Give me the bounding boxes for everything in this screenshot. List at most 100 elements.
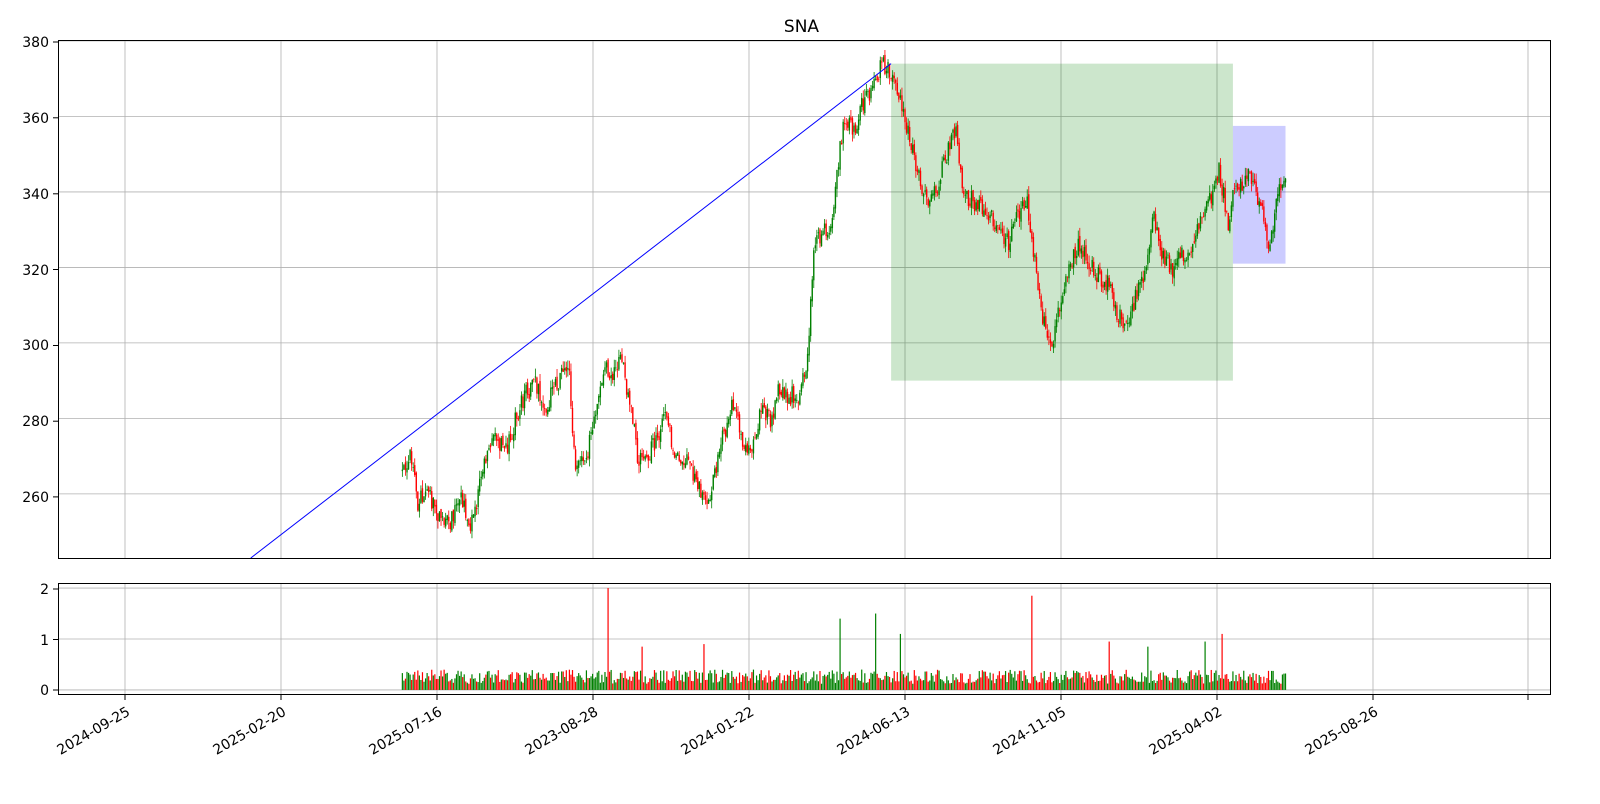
volume-bar bbox=[851, 675, 854, 690]
volume-bar bbox=[929, 680, 931, 690]
volume-bar bbox=[1122, 680, 1124, 690]
volume-bar bbox=[834, 682, 837, 690]
volume-bar bbox=[1193, 675, 1195, 690]
candle bbox=[1034, 253, 1036, 262]
candle bbox=[673, 451, 676, 459]
volume-bar bbox=[783, 675, 785, 690]
volume-bar bbox=[936, 669, 939, 690]
candle bbox=[1043, 312, 1045, 327]
chart-title: SNA bbox=[784, 17, 820, 37]
candle bbox=[664, 403, 666, 420]
candle bbox=[1171, 263, 1174, 284]
price-plot-frame bbox=[58, 40, 1551, 559]
candle bbox=[970, 185, 973, 216]
candle bbox=[780, 389, 782, 398]
candle bbox=[939, 178, 942, 191]
price-y-tick-label: 260 bbox=[22, 490, 49, 506]
candle bbox=[908, 120, 911, 147]
x-tick-label: 2025-08-26 bbox=[1303, 704, 1382, 759]
volume-bar bbox=[666, 671, 668, 690]
volume-bar bbox=[578, 673, 580, 690]
candle bbox=[506, 437, 509, 455]
candle bbox=[873, 72, 875, 91]
volume-bar bbox=[1158, 674, 1160, 690]
candle bbox=[1130, 305, 1132, 327]
candle bbox=[827, 231, 829, 241]
candle bbox=[601, 382, 603, 387]
volume-bar bbox=[1023, 670, 1025, 690]
volume-bar bbox=[822, 675, 824, 690]
candle bbox=[967, 189, 970, 211]
volume-bar bbox=[485, 674, 487, 690]
candle bbox=[814, 237, 817, 254]
volume-bar bbox=[655, 672, 657, 690]
candle bbox=[1196, 218, 1199, 239]
candle bbox=[421, 480, 424, 504]
volume-bar bbox=[935, 674, 937, 690]
candle bbox=[533, 378, 535, 383]
volume-bar bbox=[927, 681, 929, 690]
volume-bar bbox=[1284, 673, 1287, 690]
candle bbox=[1006, 227, 1008, 239]
candle bbox=[539, 373, 541, 406]
volume-bar bbox=[1224, 674, 1226, 690]
volume-bar bbox=[649, 678, 651, 690]
volume-bar bbox=[1230, 681, 1232, 690]
candle bbox=[1009, 235, 1011, 259]
candle bbox=[641, 448, 643, 461]
volume-bar bbox=[732, 676, 734, 690]
volume-bar bbox=[1278, 682, 1280, 690]
candle bbox=[1235, 179, 1237, 194]
volume-bar bbox=[1176, 669, 1178, 690]
candle bbox=[1015, 205, 1018, 223]
volume-bar bbox=[1051, 682, 1053, 690]
volume-bar bbox=[565, 670, 567, 690]
candle bbox=[876, 73, 878, 83]
candle bbox=[783, 386, 786, 400]
candle bbox=[1049, 332, 1052, 352]
volume-bar bbox=[901, 671, 903, 690]
volume-bar bbox=[440, 670, 442, 690]
candle bbox=[432, 496, 434, 517]
candle bbox=[995, 220, 997, 233]
volume-bar bbox=[1099, 680, 1101, 690]
volume-bar bbox=[837, 680, 840, 690]
volume-bar bbox=[434, 674, 436, 690]
volume-bar bbox=[1134, 680, 1137, 690]
volume-bar bbox=[774, 679, 776, 690]
candle bbox=[636, 431, 639, 465]
volume-bar bbox=[1063, 674, 1065, 690]
candle bbox=[562, 361, 564, 372]
candle bbox=[646, 450, 648, 459]
volume-bar bbox=[571, 670, 574, 690]
volume-bar bbox=[1240, 676, 1242, 690]
volume-bar bbox=[909, 681, 911, 690]
candle bbox=[1071, 262, 1073, 269]
volume-y-tick: 0 bbox=[40, 683, 58, 699]
candle bbox=[805, 370, 807, 380]
volume-bar bbox=[725, 674, 727, 690]
volume-bar bbox=[915, 675, 917, 690]
candle bbox=[1097, 264, 1100, 283]
volume-bar bbox=[595, 677, 597, 690]
candle bbox=[890, 77, 892, 82]
candle bbox=[901, 87, 903, 118]
candle bbox=[969, 197, 971, 208]
volume-bar bbox=[1241, 679, 1243, 690]
candle bbox=[1096, 273, 1098, 290]
candle bbox=[598, 394, 600, 409]
volume-bar bbox=[839, 618, 841, 690]
candle bbox=[1238, 183, 1240, 197]
candle bbox=[930, 190, 933, 202]
volume-bar bbox=[1141, 672, 1143, 690]
candle bbox=[1280, 177, 1282, 198]
candle bbox=[1204, 206, 1206, 221]
candle bbox=[1181, 245, 1183, 259]
volume-bar bbox=[974, 681, 976, 690]
candle bbox=[771, 411, 773, 433]
candle bbox=[989, 211, 991, 223]
candle bbox=[1187, 249, 1189, 267]
volume-y-tick-label: 2 bbox=[40, 582, 49, 598]
candle bbox=[760, 402, 762, 419]
price-y-tick: 300 bbox=[22, 338, 58, 354]
